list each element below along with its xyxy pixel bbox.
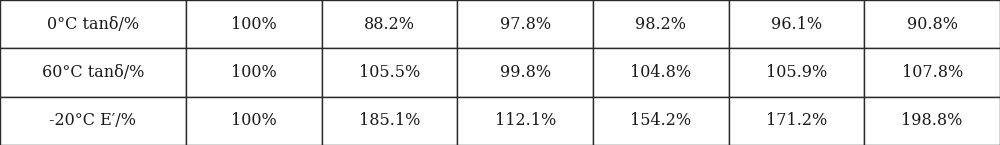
Text: 90.8%: 90.8%: [907, 16, 958, 33]
Bar: [593, 97, 729, 145]
Bar: [729, 0, 864, 48]
Bar: [0, 0, 186, 48]
Bar: [593, 48, 729, 97]
Text: 99.8%: 99.8%: [500, 64, 551, 81]
Text: 100%: 100%: [231, 112, 277, 129]
Bar: [729, 48, 864, 97]
Bar: [457, 97, 593, 145]
Bar: [457, 0, 593, 48]
Text: 198.8%: 198.8%: [901, 112, 963, 129]
Bar: [593, 0, 729, 48]
Text: -20°C E′/%: -20°C E′/%: [49, 112, 136, 129]
Bar: [457, 48, 593, 97]
Text: 60°C tanδ/%: 60°C tanδ/%: [42, 64, 144, 81]
Bar: [186, 0, 322, 48]
Bar: [864, 97, 1000, 145]
Text: 105.9%: 105.9%: [766, 64, 827, 81]
Bar: [186, 48, 322, 97]
Text: 0°C tanδ/%: 0°C tanδ/%: [47, 16, 139, 33]
Text: 96.1%: 96.1%: [771, 16, 822, 33]
Text: 112.1%: 112.1%: [495, 112, 556, 129]
Text: 100%: 100%: [231, 64, 277, 81]
Bar: [864, 0, 1000, 48]
Text: 185.1%: 185.1%: [359, 112, 420, 129]
Text: 97.8%: 97.8%: [500, 16, 551, 33]
Bar: [322, 48, 457, 97]
Text: 154.2%: 154.2%: [630, 112, 691, 129]
Bar: [0, 97, 186, 145]
Bar: [186, 97, 322, 145]
Bar: [0, 48, 186, 97]
Bar: [322, 97, 457, 145]
Text: 98.2%: 98.2%: [635, 16, 686, 33]
Text: 105.5%: 105.5%: [359, 64, 420, 81]
Bar: [864, 48, 1000, 97]
Bar: [729, 97, 864, 145]
Text: 104.8%: 104.8%: [630, 64, 691, 81]
Bar: [322, 0, 457, 48]
Text: 107.8%: 107.8%: [902, 64, 963, 81]
Text: 100%: 100%: [231, 16, 277, 33]
Text: 88.2%: 88.2%: [364, 16, 415, 33]
Text: 171.2%: 171.2%: [766, 112, 827, 129]
